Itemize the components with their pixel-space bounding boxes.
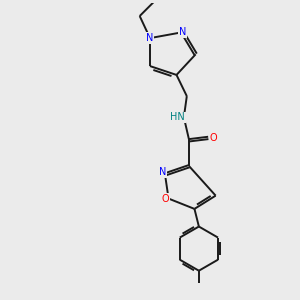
Text: N: N: [179, 27, 186, 37]
Text: N: N: [146, 33, 154, 43]
Text: HN: HN: [170, 112, 185, 122]
Text: N: N: [159, 167, 166, 177]
Text: O: O: [210, 133, 218, 143]
Text: O: O: [161, 194, 169, 204]
